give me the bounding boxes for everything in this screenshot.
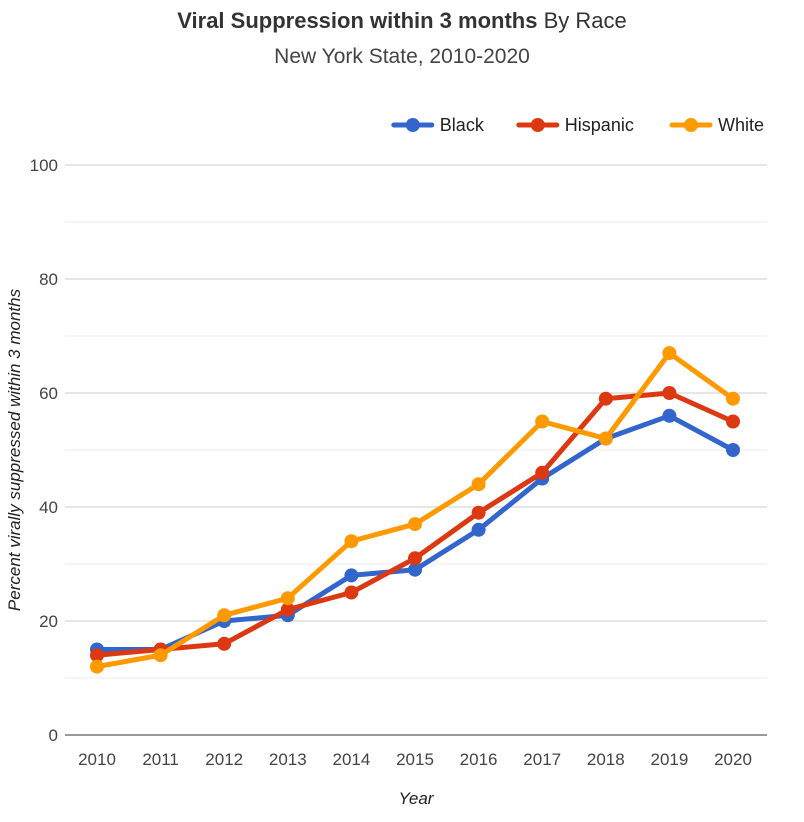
y-axis-title: Percent virally suppressed within 3 mont… (5, 288, 24, 611)
data-point-black[interactable] (344, 568, 359, 583)
x-tick-label: 2016 (460, 750, 498, 769)
data-point-hispanic[interactable] (535, 465, 550, 480)
legend-swatch-dot (405, 118, 420, 132)
data-point-hispanic[interactable] (90, 648, 104, 663)
data-point-black[interactable] (726, 443, 740, 457)
data-point-hispanic[interactable] (344, 585, 359, 600)
data-point-hispanic[interactable] (280, 602, 295, 617)
legend-label: Black (440, 115, 485, 135)
y-tick-label: 20 (39, 612, 58, 631)
x-tick-label: 2013 (269, 750, 307, 769)
data-point-hispanic[interactable] (217, 636, 232, 651)
legend-item-black[interactable]: Black (391, 115, 485, 135)
data-point-white[interactable] (217, 608, 232, 623)
data-point-black[interactable] (408, 562, 422, 577)
chart-title-suffix: By Race (543, 8, 627, 33)
x-axis-title: Year (399, 789, 435, 808)
data-point-white[interactable] (535, 414, 550, 429)
data-point-white[interactable] (598, 431, 613, 446)
chart-subtitle: New York State, 2010-2020 (274, 45, 530, 68)
legend-swatch-dot (684, 118, 698, 132)
x-tick-label: 2015 (396, 750, 434, 769)
legend-item-white[interactable]: White (669, 115, 764, 135)
legend-label: Hispanic (565, 115, 634, 135)
data-point-white[interactable] (90, 659, 104, 674)
y-tick-label: 80 (39, 270, 58, 289)
series-lines (90, 346, 740, 674)
x-tick-label: 2012 (205, 750, 243, 769)
chart-title-main: Viral Suppression within 3 months (177, 8, 538, 33)
series-black (90, 408, 740, 657)
data-point-white[interactable] (153, 648, 168, 663)
x-tick-label: 2010 (78, 750, 116, 769)
legend-label: White (718, 115, 764, 135)
series-line-black (94, 413, 736, 652)
legend[interactable]: Black Hispanic White (391, 115, 764, 135)
y-tick-label: 100 (30, 156, 58, 175)
data-point-white[interactable] (344, 534, 359, 549)
legend-item-hispanic[interactable]: Hispanic (516, 115, 634, 135)
series-hispanic (90, 386, 740, 663)
data-point-white[interactable] (280, 591, 295, 606)
data-point-hispanic[interactable] (726, 414, 740, 429)
series-line-white (94, 350, 736, 670)
data-point-white[interactable] (726, 391, 740, 406)
y-tick-label: 60 (39, 384, 58, 403)
x-tick-label: 2020 (714, 750, 752, 769)
x-tick-label: 2014 (332, 750, 370, 769)
data-point-black[interactable] (471, 522, 486, 537)
y-tick-label: 40 (39, 498, 58, 517)
series-white (90, 346, 740, 674)
chart-title: Viral Suppression within 3 months By Rac… (0, 6, 804, 36)
x-tick-label: 2017 (523, 750, 561, 769)
data-point-black[interactable] (662, 408, 677, 423)
x-tick-label: 2019 (650, 750, 688, 769)
data-point-hispanic[interactable] (408, 551, 422, 566)
x-tick-label: 2018 (587, 750, 625, 769)
data-point-hispanic[interactable] (598, 391, 613, 406)
x-tick-label: 2011 (142, 750, 179, 769)
y-tick-label: 0 (49, 726, 58, 745)
data-point-white[interactable] (408, 517, 422, 532)
title-block: Viral Suppression within 3 months By Rac… (0, 6, 804, 72)
legend-swatch-dot (530, 118, 545, 132)
y-axis-ticks: 0 20 40 60 80 100 (30, 156, 58, 745)
data-point-hispanic[interactable] (471, 505, 486, 520)
data-point-white[interactable] (471, 477, 486, 492)
x-axis-ticks: 2010 2011 2012 2013 2014 2015 2016 2017 2018 2019… (78, 750, 752, 769)
data-point-white[interactable] (662, 346, 677, 361)
data-point-hispanic[interactable] (662, 386, 677, 400)
